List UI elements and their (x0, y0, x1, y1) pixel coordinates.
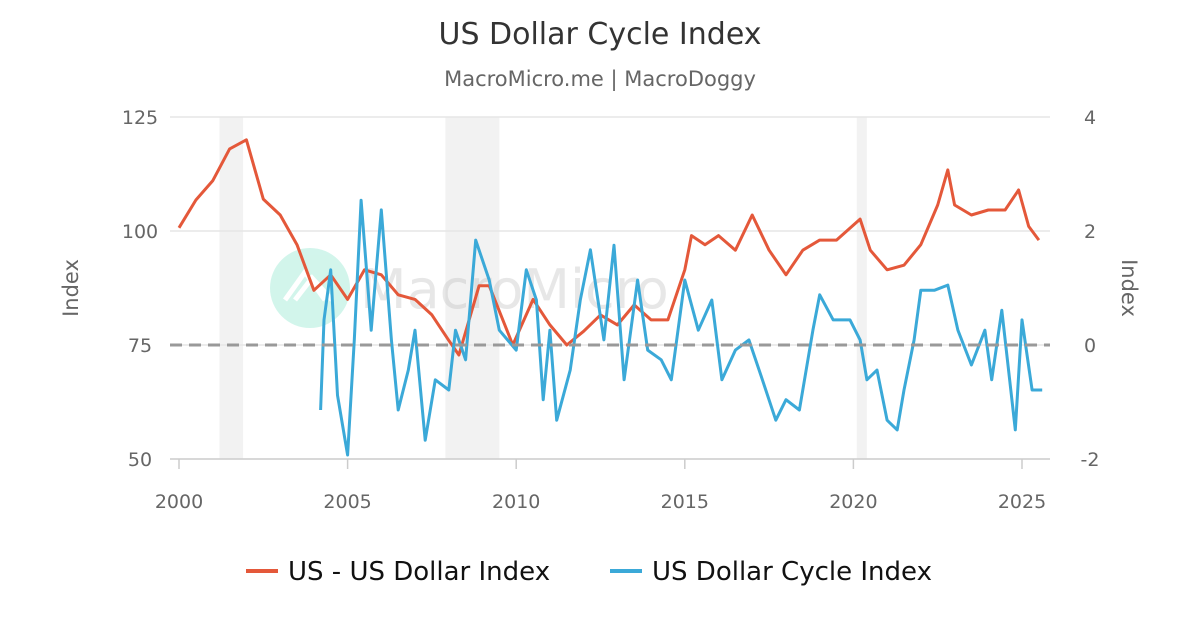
legend-item-dxy[interactable]: US - US Dollar Index (246, 557, 550, 587)
watermark-text: MacroMicro (360, 258, 669, 321)
recession-band (856, 117, 867, 459)
recession-band (219, 117, 244, 459)
y-left-tick-label: 100 (122, 221, 158, 243)
y-left-tick-label: 75 (128, 335, 152, 357)
x-tick-label: 2015 (661, 491, 709, 513)
y-left-tick-label: 50 (128, 449, 152, 471)
series-line-cycle-index (319, 198, 1043, 457)
y-right-tick-label: 4 (1084, 107, 1096, 129)
chart-subtitle: MacroMicro.me | MacroDoggy (444, 67, 756, 92)
y-left-tick-label: 125 (122, 107, 158, 129)
legend-label: US - US Dollar Index (288, 557, 550, 587)
x-tick-label: 2020 (829, 491, 877, 513)
legend: US - US Dollar Index US Dollar Cycle Ind… (246, 557, 932, 587)
y-right-label: Index (1117, 259, 1141, 317)
x-tick-label: 2000 (155, 491, 203, 513)
y-right-tick-label: 2 (1084, 221, 1096, 243)
x-tick-label: 2005 (323, 491, 371, 513)
y-right-tick-label: 0 (1084, 335, 1096, 357)
y-left-label: Index (59, 259, 83, 317)
x-tick-label: 2010 (492, 491, 540, 513)
legend-item-cycle[interactable]: US Dollar Cycle Index (610, 557, 932, 587)
y-right-tick-label: -2 (1081, 449, 1100, 471)
chart-title: US Dollar Cycle Index (438, 17, 761, 52)
watermark-logo-icon (270, 248, 350, 328)
legend-label: US Dollar Cycle Index (652, 557, 932, 587)
x-tick-label: 2025 (998, 491, 1046, 513)
